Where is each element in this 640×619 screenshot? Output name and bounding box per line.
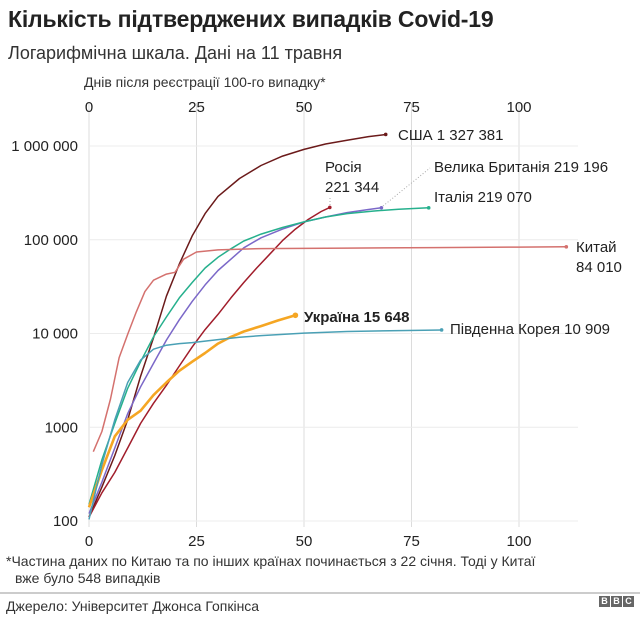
series-end-dot bbox=[383, 132, 388, 137]
y-tick-label: 1 000 000 bbox=[11, 138, 78, 155]
x-tick-label-bottom: 25 bbox=[188, 533, 205, 550]
series-label: Росія bbox=[325, 159, 362, 176]
series-labels: США 1 327 381 Росія 221 344 Велика Британія… bbox=[304, 127, 622, 338]
bbc-logo-letter: B bbox=[599, 596, 610, 607]
line-chart: 0 0 25 25 50 50 75 75 100 100 100 1000 10 000 100 000… bbox=[11, 99, 622, 550]
series-line bbox=[88, 206, 331, 518]
series-end-dot bbox=[379, 205, 384, 210]
series-label: Італія 219 070 bbox=[434, 189, 532, 206]
x-tick-label-top: 50 bbox=[296, 99, 313, 116]
series-line bbox=[88, 207, 429, 505]
axis-ticks: 0 0 25 25 50 50 75 75 100 100 100 1000 10 000 100 000… bbox=[11, 99, 531, 550]
y-tick-label: 100 000 bbox=[24, 232, 78, 249]
series-label: 221 344 bbox=[325, 179, 379, 196]
series-label: Китай bbox=[576, 239, 617, 256]
x-axis-title: Днів після реєстрації 100-го випадку* bbox=[84, 74, 326, 90]
series-end-dot bbox=[328, 205, 332, 210]
series-end-dot bbox=[439, 328, 444, 332]
series-end-dot bbox=[292, 312, 299, 319]
x-tick-label-bottom: 100 bbox=[506, 533, 531, 550]
series-line bbox=[87, 314, 296, 508]
series-label: Південна Корея 10 909 bbox=[450, 321, 610, 338]
x-tick-label-bottom: 75 bbox=[403, 533, 420, 550]
x-tick-label-top: 100 bbox=[506, 99, 531, 116]
footnote: *Частина даних по Китаю та по інших краї… bbox=[6, 553, 636, 587]
series-label: Україна 15 648 bbox=[304, 309, 409, 326]
series-label: 84 010 bbox=[576, 259, 622, 276]
footer-divider bbox=[0, 592, 640, 594]
chart-subtitle: Логарифмічна шкала. Дані на 11 травня bbox=[8, 43, 343, 63]
series-end-dot bbox=[426, 206, 431, 210]
series-line bbox=[92, 246, 567, 452]
series-line bbox=[88, 207, 382, 514]
x-tick-label-bottom: 0 bbox=[85, 533, 93, 550]
series-label: США 1 327 381 bbox=[398, 127, 503, 144]
source-text: Джерело: Університет Джонса Гопкінса bbox=[6, 598, 260, 614]
x-tick-label-bottom: 50 bbox=[296, 533, 313, 550]
series-end-dot bbox=[564, 245, 569, 249]
footnote-line-1: *Частина даних по Китаю та по інших краї… bbox=[6, 553, 536, 569]
series-line bbox=[88, 329, 442, 520]
y-tick-label: 10 000 bbox=[32, 326, 78, 343]
series-label: Велика Британія 219 196 bbox=[434, 159, 608, 176]
series-lines bbox=[87, 132, 569, 520]
bbc-logo-letter: B bbox=[611, 596, 622, 607]
x-tick-label-top: 75 bbox=[403, 99, 420, 116]
chart-title: Кількість підтверджених випадків Covid-1… bbox=[8, 6, 494, 32]
bbc-logo: B B C bbox=[599, 596, 634, 607]
y-tick-label: 1000 bbox=[45, 419, 78, 436]
x-tick-label-top: 0 bbox=[85, 99, 93, 116]
leader-line bbox=[382, 167, 431, 207]
footnote-line-2: вже було 548 випадків bbox=[15, 570, 161, 586]
bbc-logo-letter: C bbox=[623, 596, 634, 607]
x-tick-label-top: 25 bbox=[188, 99, 205, 116]
y-tick-label: 100 bbox=[53, 513, 78, 530]
